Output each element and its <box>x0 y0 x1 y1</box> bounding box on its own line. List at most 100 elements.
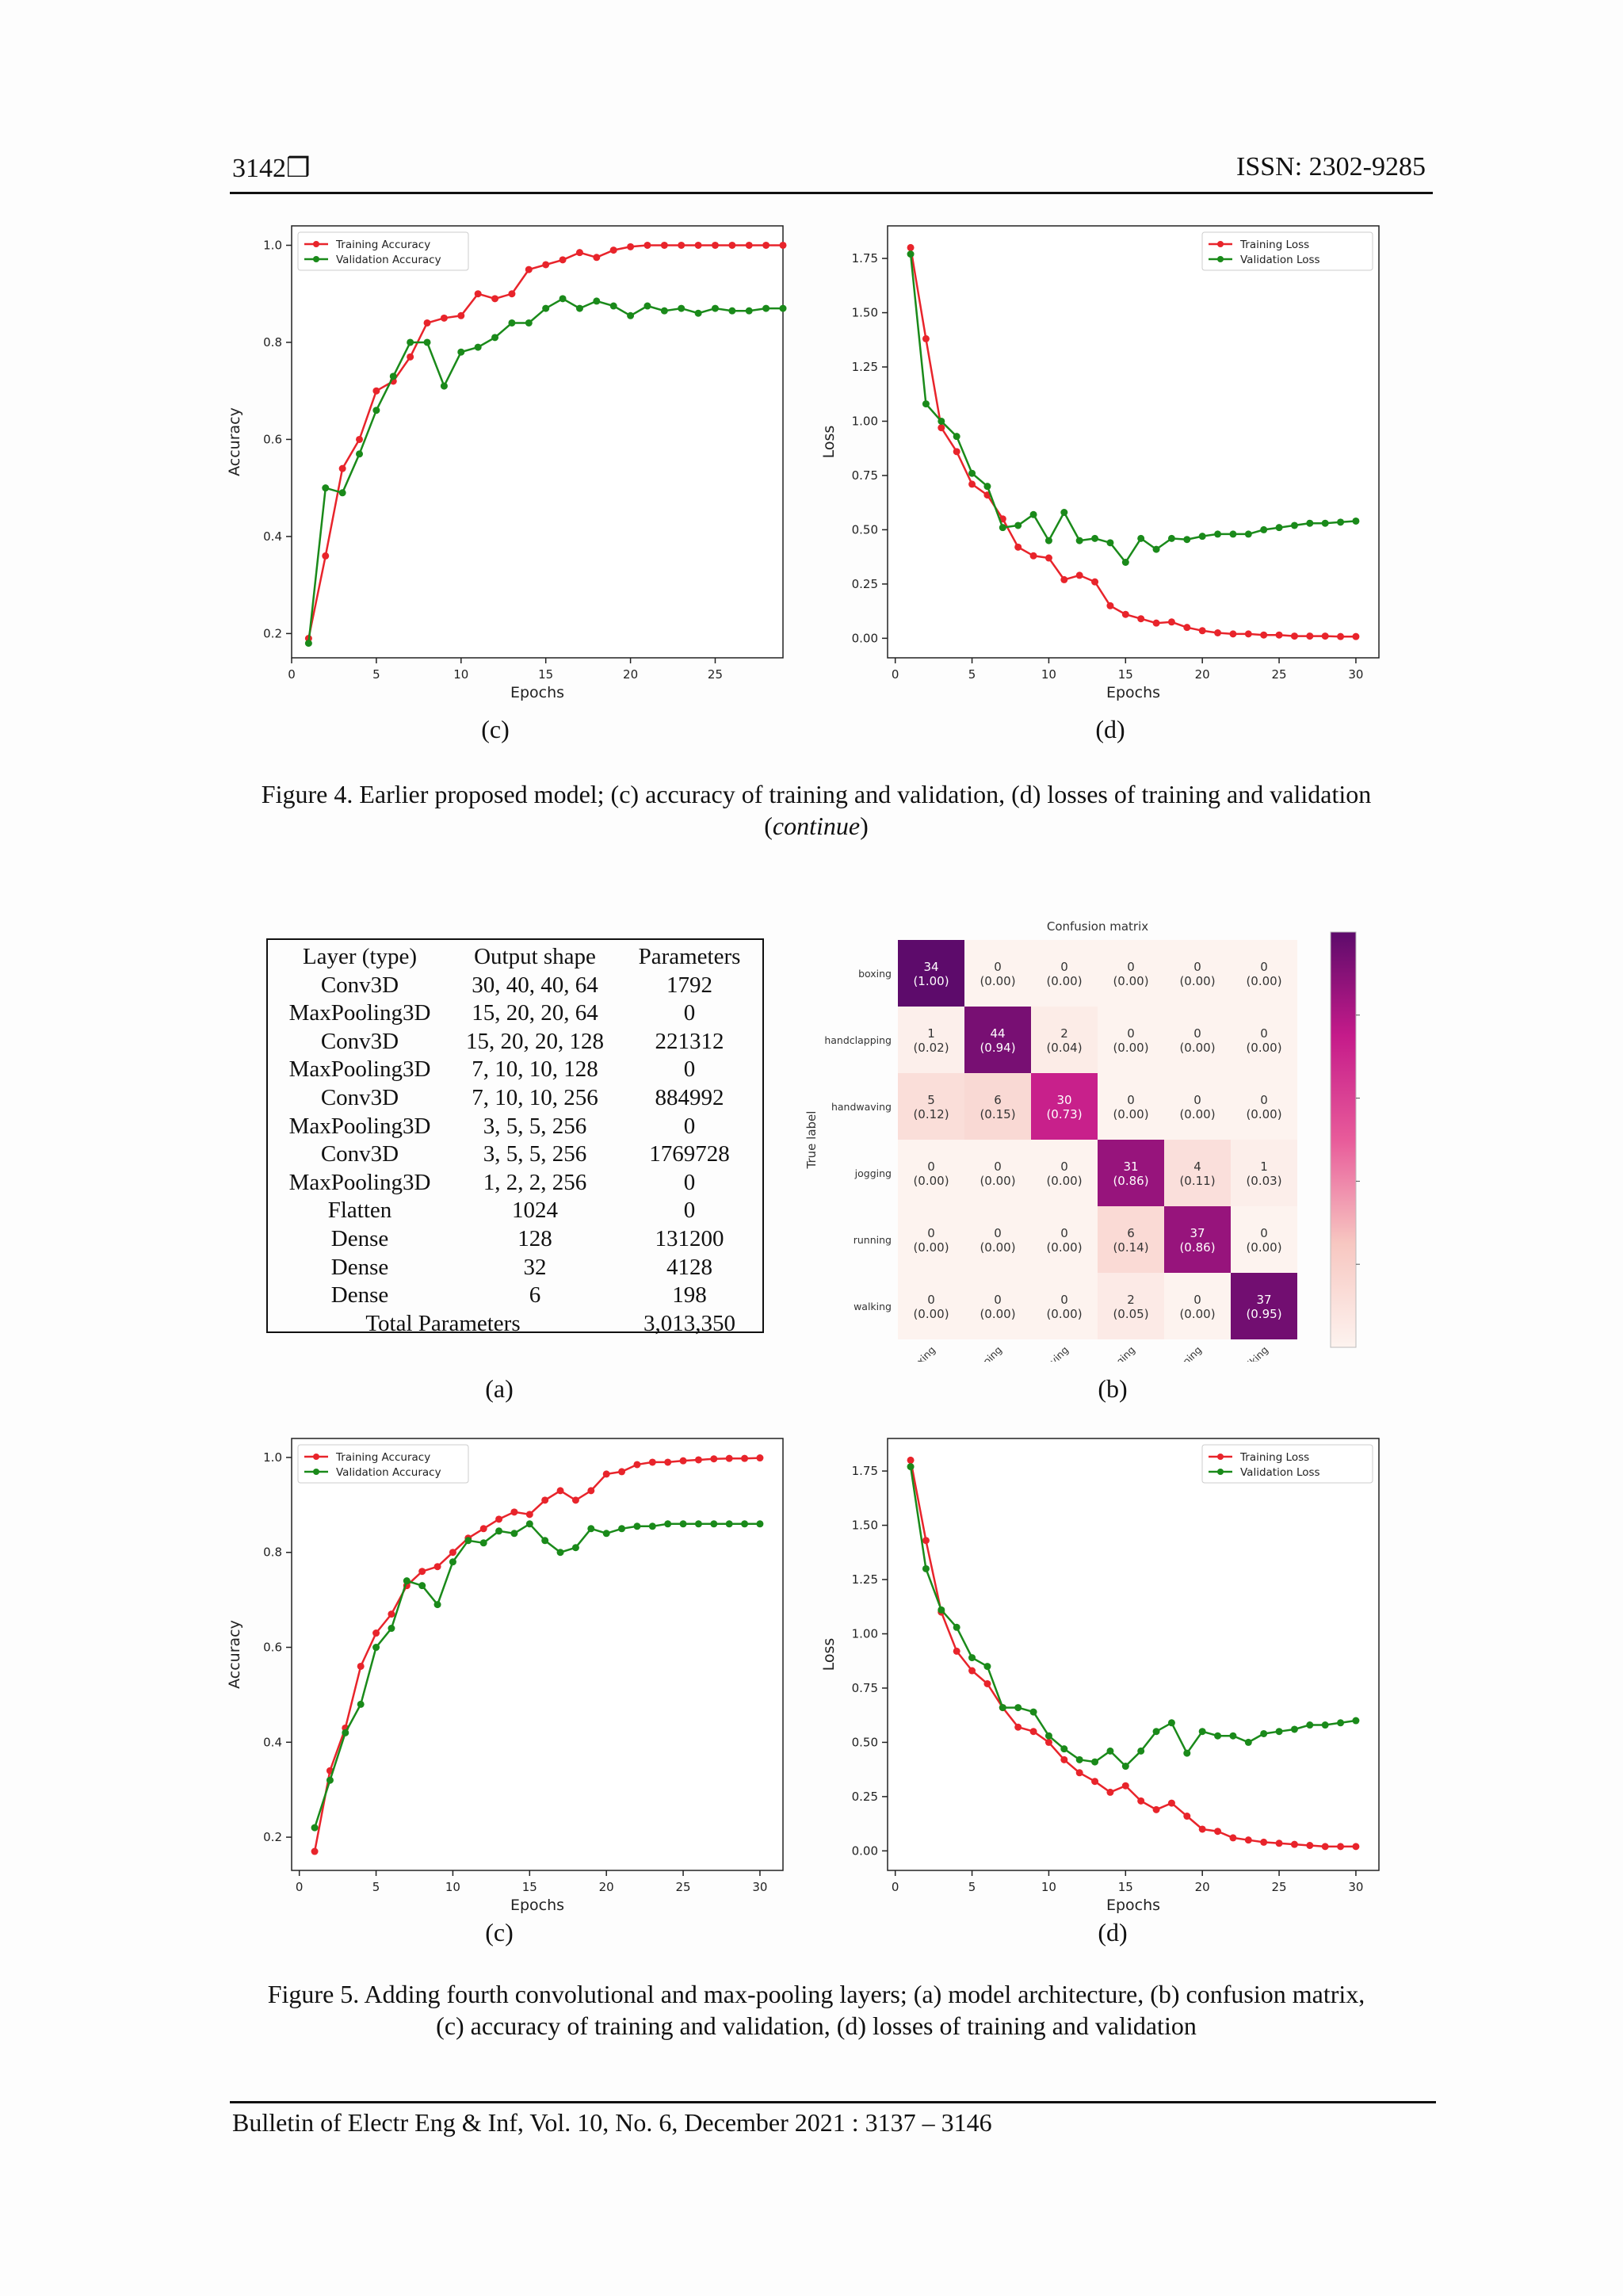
y-tick-label: 1.00 <box>852 1626 878 1641</box>
data-point <box>559 295 567 303</box>
data-point <box>338 489 346 497</box>
cell-fill <box>1098 1140 1164 1206</box>
x-tick-label: 10 <box>1041 1880 1056 1894</box>
data-point <box>1321 519 1329 527</box>
row-label: boxing <box>858 968 892 980</box>
matrix-cell: 44(0.94) <box>964 1007 1031 1073</box>
table-cell: 198 <box>672 1282 707 1308</box>
cell-count: 0 <box>1060 1226 1068 1240</box>
matrix-cell: 0(0.00) <box>1031 1273 1098 1339</box>
table-row: MaxPooling3D 15, 20, 20, 64 0 <box>268 999 762 1028</box>
matrix-cell: 2(0.05) <box>1098 1273 1164 1339</box>
matrix-cell: 31(0.86) <box>1098 1140 1164 1206</box>
data-point <box>1321 1843 1329 1851</box>
matrix-cell: 0(0.00) <box>1231 1007 1297 1073</box>
data-point <box>541 1537 549 1545</box>
column-label: handwaving <box>1020 1344 1071 1362</box>
data-point <box>618 1525 626 1533</box>
cell-count: 34 <box>923 960 938 974</box>
data-point <box>1275 631 1283 639</box>
data-point <box>710 1455 718 1463</box>
table-cell: Dense <box>330 1282 389 1308</box>
data-point <box>609 302 617 310</box>
legend-label: Training Loss <box>1239 1451 1309 1464</box>
data-point <box>1091 534 1099 542</box>
data-point <box>660 241 668 249</box>
data-point <box>1075 571 1083 579</box>
data-point <box>1075 1755 1083 1763</box>
cell-fill <box>1031 1140 1098 1206</box>
cell-fill <box>1031 1073 1098 1140</box>
data-point <box>725 1520 733 1528</box>
cell-count: 0 <box>927 1226 935 1240</box>
matrix-cell: 0(0.00) <box>964 940 1031 1007</box>
data-point <box>1060 575 1068 583</box>
data-point <box>1060 1745 1068 1753</box>
data-point <box>922 400 930 408</box>
table-cell: 0 <box>683 1198 696 1224</box>
cell-fill <box>1031 1273 1098 1339</box>
data-point <box>1121 1782 1129 1790</box>
legend-marker <box>1217 1454 1224 1460</box>
data-point <box>779 241 787 249</box>
cell-count: 0 <box>1193 1093 1201 1107</box>
cell-fraction: (0.00) <box>913 1174 949 1188</box>
cell-fill <box>898 1073 964 1140</box>
cell-fraction: (0.00) <box>1113 1041 1148 1055</box>
data-point <box>571 1544 579 1552</box>
data-point <box>728 307 736 315</box>
table-row: MaxPooling3D 7, 10, 10, 128 0 <box>268 1056 762 1084</box>
data-point <box>1137 615 1145 623</box>
data-point <box>609 246 617 254</box>
fig5-caption-line2: (c) accuracy of training and validation,… <box>436 2011 1197 2040</box>
data-point <box>342 1729 349 1736</box>
matrix-cell: 0(0.00) <box>1164 1073 1231 1140</box>
data-point <box>587 1525 595 1533</box>
data-point <box>1306 632 1314 640</box>
legend-label: Validation Accuracy <box>336 1466 441 1479</box>
header-rule <box>230 192 1433 194</box>
x-tick-label: 10 <box>445 1880 460 1894</box>
data-point <box>1044 1738 1052 1746</box>
cell-fill <box>964 1206 1031 1273</box>
fig4-label-d: (d) <box>1095 715 1125 743</box>
cell-fill <box>1098 940 1164 1007</box>
data-point <box>1290 1840 1298 1848</box>
data-point <box>326 1776 334 1784</box>
data-point <box>372 1629 380 1637</box>
data-point <box>388 1625 395 1633</box>
data-point <box>1229 1732 1237 1740</box>
x-tick-label: 20 <box>1195 1880 1210 1894</box>
data-point <box>457 348 465 356</box>
data-point <box>542 304 550 312</box>
data-point <box>1183 1749 1191 1757</box>
data-point <box>474 290 482 298</box>
data-point <box>1306 1842 1314 1850</box>
data-point <box>1152 1728 1160 1736</box>
legend-label: Training Accuracy <box>335 239 430 251</box>
x-tick-label: 0 <box>288 667 296 682</box>
cell-count: 0 <box>1193 1293 1201 1307</box>
cell-count: 2 <box>1060 1026 1068 1041</box>
data-point <box>440 382 448 390</box>
fig4-caption: Figure 4. Earlier proposed model; (c) ac… <box>261 780 1372 840</box>
fig5b-confusion-matrix: Confusion matrix34(1.00)0(0.00)0(0.00)0(… <box>804 919 1360 1362</box>
cell-count: 37 <box>1190 1226 1205 1240</box>
data-point <box>1244 1738 1252 1746</box>
x-tick-label: 30 <box>752 1880 767 1894</box>
data-point <box>710 1520 718 1528</box>
cell-fraction: (0.00) <box>980 1240 1015 1255</box>
cell-fraction: (0.00) <box>980 974 1015 988</box>
cell-count: 0 <box>927 1293 935 1307</box>
y-tick-label: 0.00 <box>852 1843 878 1858</box>
data-point <box>922 334 930 342</box>
y-tick-label: 0.6 <box>263 432 282 446</box>
data-point <box>633 1522 641 1530</box>
table-cell: 1792 <box>666 972 712 998</box>
table-cell: 3, 5, 5, 256 <box>483 1141 587 1167</box>
data-point <box>1337 632 1345 640</box>
cell-fill <box>898 1007 964 1073</box>
fig5d-loss-chart: 0 5 10 15 20 25 30 0.00 0.25 0.50 0.75 1.00 1.25 1.50… <box>820 1438 1380 1914</box>
cell-count: 0 <box>1060 960 1068 974</box>
data-point <box>678 241 685 249</box>
